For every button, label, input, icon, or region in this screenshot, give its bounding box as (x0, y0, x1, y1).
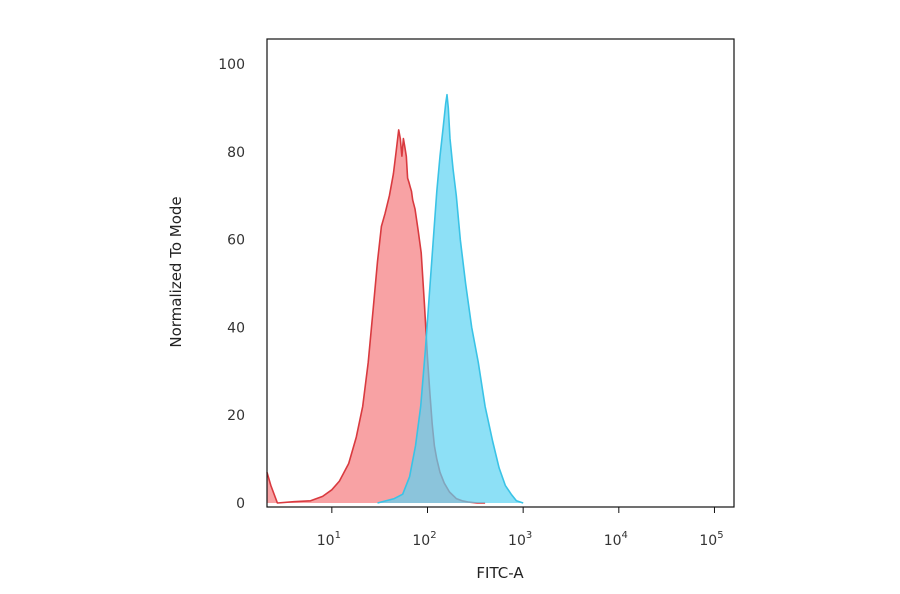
x-axis-ticks: 101 102 103 104 105 (317, 507, 724, 549)
x-axis-title: FITC-A (476, 564, 524, 582)
y-axis-ticks: 0 20 40 60 80 100 (218, 57, 245, 512)
x-tick-label: 101 (317, 530, 341, 549)
x-tick-label: 105 (699, 530, 723, 549)
y-tick-label: 80 (227, 145, 245, 161)
y-tick-label: 0 (236, 496, 245, 512)
x-tick-label: 103 (508, 530, 532, 549)
y-tick-label: 20 (227, 408, 245, 424)
series-2-line (377, 93, 524, 504)
x-tick-label: 102 (412, 530, 436, 549)
plot-frame (266, 38, 735, 508)
series-2-area (377, 94, 524, 503)
y-tick-label: 100 (218, 57, 245, 73)
plot-layer (266, 93, 524, 504)
y-tick-label: 60 (227, 233, 245, 249)
x-tick-label: 104 (604, 530, 628, 549)
y-axis-title: Normalized To Mode (167, 196, 185, 347)
y-tick-label: 40 (227, 320, 245, 336)
